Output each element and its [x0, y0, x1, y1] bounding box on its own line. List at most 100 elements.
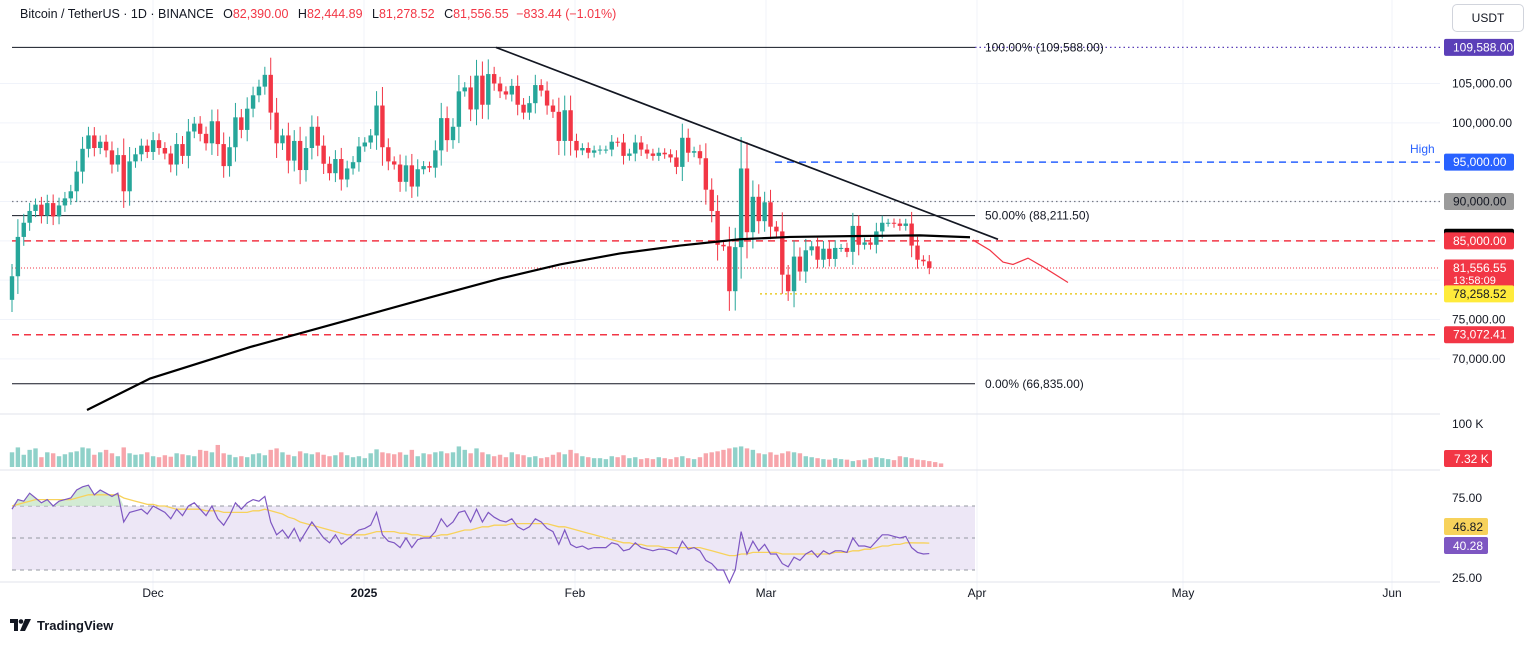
- candle-body: [615, 141, 620, 143]
- candle-body: [344, 168, 350, 180]
- volume-bar: [744, 448, 750, 467]
- volume-bar: [397, 452, 403, 467]
- candle-body: [86, 135, 91, 149]
- volume-bar: [256, 453, 262, 467]
- candle-body: [121, 155, 126, 192]
- candle-body: [562, 110, 567, 141]
- rsi-value-label-text: 40.28: [1453, 539, 1483, 553]
- price-axis[interactable]: 105,000.00 100,000.00 75,000.00 70,000.00 10…: [1444, 38, 1514, 585]
- time-axis[interactable]: Dec 2025 Feb Mar Apr May Jun: [142, 586, 1401, 600]
- volume-bar: [821, 459, 826, 467]
- candle-body: [315, 126, 320, 146]
- candle-body: [539, 85, 544, 91]
- candle-body: [509, 85, 514, 95]
- volume-bar: [827, 459, 832, 467]
- candle-body: [233, 117, 238, 148]
- descending-trendline: [495, 46, 999, 241]
- candle-body: [350, 162, 356, 169]
- volume-bar: [409, 449, 415, 467]
- symbol-header: Bitcoin / TetherUS · 1D · BINANCE O82,39…: [20, 7, 616, 21]
- volume-bar: [321, 454, 326, 467]
- close-value: 81,556.55: [453, 7, 509, 21]
- high-value: 82,444.89: [306, 7, 363, 21]
- candle-body: [780, 231, 785, 275]
- volume-bars: [9, 444, 944, 467]
- candle-body: [715, 210, 720, 245]
- tradingview-logo[interactable]: TradingView: [10, 618, 113, 633]
- volume-bar: [186, 455, 191, 467]
- price-label-box: [1444, 259, 1514, 288]
- candle-body: [691, 151, 697, 153]
- volume-bar: [656, 457, 661, 467]
- volume-bar: [339, 452, 344, 467]
- volume-bar: [885, 459, 891, 467]
- volume-bar: [439, 451, 444, 467]
- candle-body: [327, 163, 332, 174]
- candle-body: [838, 247, 844, 249]
- volume-bar: [115, 456, 121, 467]
- candle-body: [368, 135, 373, 143]
- volume-bar: [527, 457, 532, 467]
- candle-body: [309, 126, 315, 149]
- candle-body: [721, 244, 726, 247]
- candle-body: [591, 150, 597, 153]
- candle-body: [533, 85, 538, 104]
- tradingview-logo-icon: [10, 618, 31, 631]
- candle-body: [321, 145, 326, 164]
- volume-bar: [433, 452, 438, 467]
- volume-bar: [468, 453, 473, 467]
- candle-body: [39, 204, 44, 216]
- volume-bar: [374, 449, 379, 467]
- volume-bar: [268, 449, 273, 467]
- candle-body: [797, 256, 803, 272]
- candle-body: [497, 83, 503, 92]
- volume-bar: [627, 458, 632, 467]
- candle-body: [403, 165, 409, 182]
- volume-bar: [880, 458, 885, 467]
- candle-body: [45, 203, 50, 216]
- candle-body: [603, 149, 609, 151]
- volume-bar: [74, 451, 79, 467]
- candle-body: [885, 222, 891, 224]
- volume-bar: [497, 454, 503, 467]
- high-label: High: [1410, 142, 1435, 156]
- volume-bar: [274, 448, 279, 467]
- volume-bar: [509, 452, 514, 467]
- candle-body: [197, 123, 203, 134]
- logo-text: TradingView: [37, 618, 114, 633]
- volume-bar: [215, 444, 220, 467]
- volume-bar: [86, 448, 91, 467]
- candle-body: [609, 141, 614, 150]
- candle-body: [33, 204, 38, 211]
- fib-label: 50.00% (88,211.50): [985, 209, 1090, 223]
- volume-bar: [733, 447, 738, 467]
- volume-bar: [638, 459, 644, 467]
- candle-body: [450, 126, 456, 141]
- volume-bar: [909, 458, 914, 467]
- candle-body: [680, 137, 685, 167]
- candle-body: [633, 142, 638, 154]
- candle-body: [674, 157, 679, 167]
- symbol-title[interactable]: Bitcoin / TetherUS · 1D · BINANCE: [20, 7, 214, 21]
- volume-bar: [203, 450, 209, 467]
- volume-bar: [297, 451, 303, 467]
- volume-bar: [368, 453, 373, 467]
- volume-bar: [915, 459, 920, 467]
- candle-body: [386, 147, 391, 162]
- candle-body: [556, 111, 562, 141]
- volume-bar: [156, 457, 162, 467]
- volume-bar: [162, 455, 168, 467]
- moving-average-200: [86, 234, 971, 411]
- price-label-text: 73,072.41: [1453, 328, 1507, 342]
- currency-button[interactable]: USDT: [1452, 4, 1524, 32]
- candle-body: [380, 105, 385, 148]
- candle-body: [686, 137, 691, 153]
- candle-body: [915, 245, 920, 260]
- candle-body: [527, 103, 532, 113]
- candle-body: [868, 242, 873, 245]
- volume-bar: [586, 457, 591, 467]
- candle-body: [145, 145, 150, 152]
- candle-body: [744, 168, 750, 233]
- horizontal-levels: 100.00% (109,588.00) 50.00% (88,211.50) 0.…: [12, 40, 1440, 391]
